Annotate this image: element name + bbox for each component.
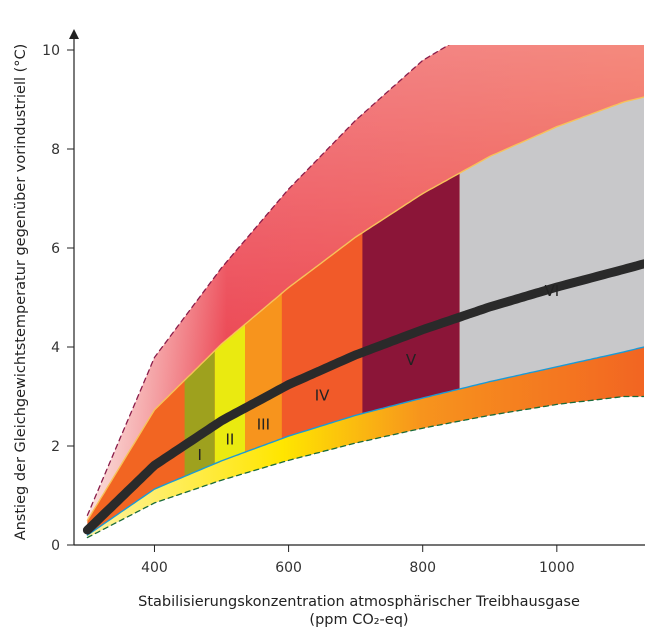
likely-upper-line — [86, 96, 644, 521]
y-tick-label: 10 — [42, 43, 60, 59]
category-label-iv: IV — [315, 386, 330, 404]
category-region-iv — [281, 232, 363, 439]
x-tick-label: 1000 — [539, 560, 575, 576]
x-axis-unit: (ppm CO₂-eq) — [309, 612, 408, 628]
category-region-v — [362, 173, 460, 414]
category-region-ii — [214, 324, 245, 464]
y-axis-title: Anstieg der Gleichgewichtstemperatur geg… — [13, 44, 29, 541]
low-range-area — [87, 347, 644, 538]
y-axis-ticks: 0 2 4 6 8 10 — [42, 43, 74, 554]
category-label-ii: II — [225, 431, 234, 449]
y-tick-label: 8 — [51, 142, 60, 158]
category-label-v: V — [406, 351, 417, 369]
y-axis-arrow-icon — [69, 29, 79, 39]
y-tick-label: 2 — [51, 439, 60, 455]
x-tick-label: 800 — [409, 560, 436, 576]
category-label-i: I — [197, 446, 201, 464]
x-axis-ticks: 400 600 800 1000 — [141, 545, 575, 576]
category-label-vi: VI — [544, 282, 559, 300]
likely-lower-line — [86, 346, 644, 536]
x-tick-label: 400 — [141, 560, 168, 576]
category-label-iii: III — [257, 415, 270, 433]
x-tick-label: 600 — [275, 560, 302, 576]
outer-fade-overlay — [87, 45, 644, 521]
y-tick-label: 4 — [51, 340, 60, 356]
best-estimate-line — [82, 259, 644, 535]
axes: 400 600 800 1000 0 2 4 6 8 10 — [42, 29, 645, 576]
very-likely-upper-line — [86, 45, 450, 516]
y-tick-label: 6 — [51, 241, 60, 257]
very-likely-lower-line — [86, 395, 644, 539]
stabilization-categories — [184, 97, 644, 477]
category-region-vi — [459, 97, 644, 389]
y-tick-label: 0 — [51, 538, 60, 554]
category-region-iii — [245, 293, 282, 453]
x-axis-title: Stabilisierungskonzentration atmosphäris… — [138, 594, 580, 610]
